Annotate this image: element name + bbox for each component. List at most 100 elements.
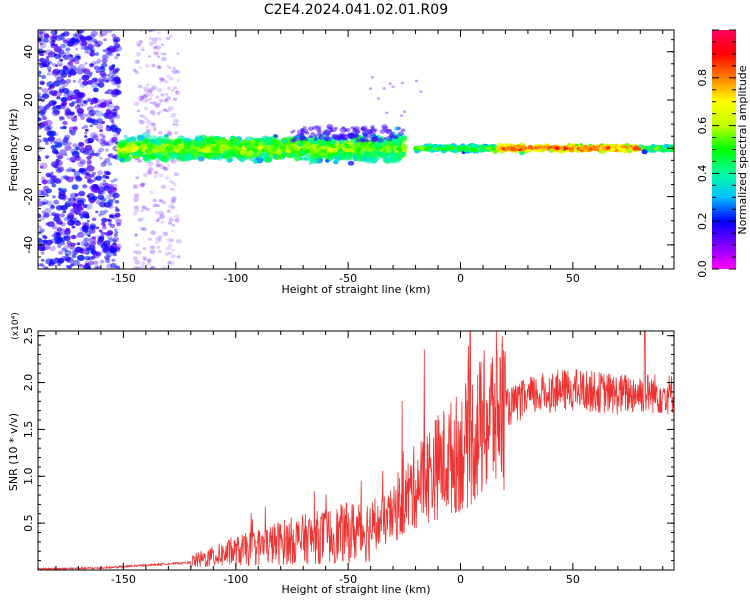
spectrogram-cell [153,175,158,178]
spectrogram-cell [426,147,431,151]
spectrogram-cell [632,147,637,151]
spectrogram-cell [156,102,161,106]
spectrogram-cell [505,145,511,150]
spectrogram-cell [366,139,370,143]
spectrogram-cell [91,119,99,126]
spectrogram-cell [100,162,107,167]
spectrogram-cell [54,177,62,184]
spectrogram-cell [315,145,321,149]
spectrogram-cell [102,135,106,139]
x-tick-label: -100 [223,573,248,586]
spectrogram-cell [156,204,161,208]
spectrogram-cell [95,40,103,47]
spectrogram-cell [58,68,66,74]
x-tick-label: -50 [339,573,357,586]
spectrogram-cell [87,46,96,53]
spectrogram-cell [62,197,67,201]
spectrogram-cell [102,113,107,117]
spectrogram-cell [139,183,145,188]
spectrogram-cell [101,62,108,68]
spectrogram-cell [55,138,62,144]
spectrogram-cell [75,67,79,71]
spectrogram-cell [48,51,56,58]
spectrogram-cell [81,41,88,47]
spectrogram-cell [111,33,117,38]
spectrogram-cell [74,47,79,51]
spectrogram-cell [114,127,122,134]
spectrogram-cell [391,85,395,89]
spectrogram-cell [176,255,181,259]
spectrogram-cell [106,124,110,128]
spectrogram-cell [104,91,108,95]
spectrogram-cell [146,262,151,266]
spectrogram-cell [160,93,165,97]
spectrogram-cell [105,194,112,200]
spectrogram-cell [39,43,43,46]
spectrogram-cell [45,138,50,143]
spectrogram-cell [168,243,173,247]
spectrogram-cell [171,196,177,201]
spectrogram-cell [133,68,137,72]
spectrogram-cell [101,73,107,79]
spectrogram-cell [359,137,366,142]
spectrogram-cell [72,80,76,83]
spectrogram-cell [70,68,74,71]
spectrogram-cell [583,146,588,150]
spectrogram-cell [486,146,491,151]
spectrogram-cell [65,168,71,173]
spectrogram-cell [114,39,119,42]
colorbar-tick-label: 0.8 [696,69,709,87]
spectrogram-cell [38,213,42,218]
spectrogram-cell [271,147,278,152]
spectrogram-cell [88,228,96,234]
spectrogram-cell [97,82,105,88]
spectrogram-cell [139,97,145,102]
spectrogram-cell [66,40,75,47]
spectrogram-cell [357,146,364,151]
spectrogram-cell [47,135,56,142]
spectrogram-cell [62,125,67,130]
spectrogram-cell [67,72,72,77]
spectrogram-cell [103,248,109,252]
spectrogram-cell [47,221,55,228]
spectrogram-cell [86,220,90,223]
spectrogram-cell [165,96,172,101]
spectrogram-cell [99,156,103,160]
spectrogram-cell [107,162,113,166]
spectrogram-cell [163,108,168,112]
spectrogram-cell [163,99,169,104]
spectrogram-cell [56,241,63,247]
spectrogram-cell [75,219,80,223]
spectrogram-cell [98,138,106,145]
spectrogram-cell [70,71,77,76]
spectrogram-cell [105,142,110,147]
spectrogram-cell [167,221,173,225]
spectrogram-cell [79,159,87,165]
spectrogram-cell [155,95,160,99]
spectrogram-cell [262,138,271,146]
spectrogram-cell [85,38,93,45]
spectrogram-cell [96,82,101,86]
spectrogram-cell [273,134,278,138]
spectrogram-cell [148,93,154,98]
spectrogram-cell [135,52,142,57]
spectrogram-cell [82,184,88,189]
spectrogram-cell [38,105,42,112]
spectrogram-cell [98,213,102,217]
spectrogram-cell [139,265,145,269]
spectrogram-cell [162,266,167,269]
spectrogram-cell [157,131,163,135]
spectrogram-cell [39,192,46,199]
spectrogram-cell [82,149,90,155]
spectrogram-cell [76,231,85,238]
spectrogram-cell [141,48,145,52]
spectrogram-cell [172,66,176,70]
spectrogram-cell [155,163,161,168]
spectrogram-cell [151,63,156,68]
spectrogram-cell [156,162,163,167]
spectrogram-cell [76,242,81,246]
spectrogram-cell [56,240,62,244]
spectrogram-cell [355,138,361,143]
spectrogram-cell [201,147,209,154]
spectrogram-cell [72,259,80,266]
